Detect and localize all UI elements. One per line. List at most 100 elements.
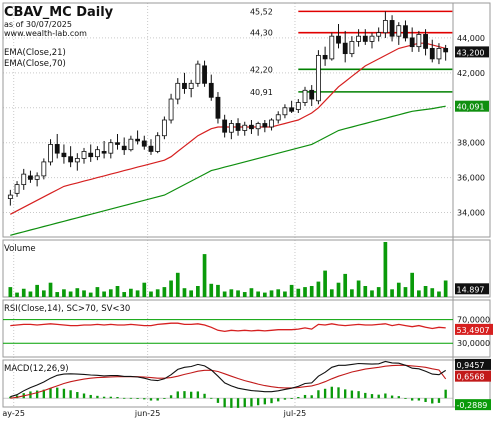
candle-up [81,151,87,159]
macd-hist-bar [431,398,434,404]
macd-hist-bar [310,395,313,399]
volume-bar [283,291,287,297]
volume-bar [95,287,100,297]
macd-pane-frame [2,359,491,408]
macd-signal-line [10,364,447,399]
legend-ema70: EMA(Close,70) [4,59,66,69]
candle-up [396,25,402,37]
volume-bar [169,280,173,297]
volume-bar [8,287,13,297]
volume-bar [396,282,401,297]
volume-bar [88,292,93,297]
candle-up [382,20,388,34]
candle-down [54,144,60,154]
candle-up [128,138,134,151]
macd-hist-bar [437,398,441,403]
volume-bar [443,280,448,297]
macd-hist-bar [203,393,206,399]
macd-hist-bar [290,398,293,399]
rsi-band-label: 70,0000 [457,316,490,325]
volume-bar [122,292,127,297]
volume-bar [108,289,113,297]
candle-down [141,140,147,147]
macd-hist-bar [330,386,333,399]
candle-down [322,54,328,60]
macd-hist-bar [370,394,374,399]
volume-bar [115,286,120,297]
macd-hist-bar [62,388,66,399]
macd-hist-bar [303,394,307,399]
macd-hist-bar [350,390,354,399]
macd-hist-bar [49,388,52,399]
candle-down [429,48,435,60]
macd-hist-bar [377,394,380,399]
legend-ema21: EMA(Close,21) [4,48,66,58]
macd-hist-bar [156,398,159,401]
macd-hist-bar [102,396,106,399]
macd-hist-bar [42,389,46,399]
candle-up [188,82,194,89]
volume-bar [403,287,408,297]
candle-up [369,35,375,42]
volume-bar [35,284,39,297]
candle-up [195,63,201,84]
candle-down [148,145,154,152]
x-tick-label: ay-25 [2,409,25,418]
macd-hist-bar [417,398,421,401]
candle-up [302,89,308,103]
candle-up [14,184,20,194]
macd-hist-bar [424,398,427,403]
volume-bar [129,288,133,297]
candle-down [362,35,368,42]
candle-up [95,149,100,158]
volume-bar [289,284,294,297]
candle-down [342,42,348,55]
volume-bar [336,282,341,297]
macd-hist-bar [176,391,179,399]
candle-down [135,138,140,142]
volume-bar [249,288,254,297]
candle-up [269,119,274,128]
volume-bar [437,291,441,297]
candle-down [28,175,33,180]
macd-hist-bar [384,393,387,399]
price-pane-frame [2,2,491,238]
macd-hist-bar [337,387,340,399]
volume-bar [62,289,66,297]
candle-up [175,82,181,100]
candle-down [215,96,221,119]
candle-down [235,123,241,131]
candle-up [315,54,321,102]
macd-hist-bar [317,390,320,399]
macd-hist-bar [277,398,280,402]
macd-hist-bar [357,391,360,399]
candle-up [275,114,281,121]
candle-up [21,173,27,186]
chart-title: CBAV_MC Daily [4,5,114,20]
x-tick-label: jul-25 [283,409,307,418]
macd-hist-bar [270,398,273,404]
price-tick-label: 44,000 [457,34,485,43]
candle-down [289,107,295,112]
volume-bar [370,290,374,297]
candle-up [155,135,161,152]
candle-down [423,34,428,49]
volume-bar [142,282,147,297]
macd-hist-bar [256,398,260,406]
candle-down [182,82,187,89]
volume-bar [135,290,140,297]
volume-bar [196,286,200,297]
candle-down [336,35,341,44]
volume-bar [329,289,334,297]
macd-hist-bar [183,391,186,399]
candle-up [48,144,53,163]
rsi-last-tag-box [455,323,493,335]
macd-signal-tag-box [455,370,491,382]
site-text: www.wealth-lab.com [4,29,87,38]
candle-up [7,194,13,199]
macd-hist-bar [263,398,267,405]
macd-hist-bar [223,398,226,408]
macd-hist-bar [364,392,367,399]
candle-down [262,123,268,128]
